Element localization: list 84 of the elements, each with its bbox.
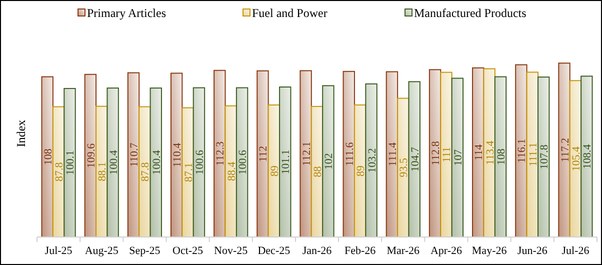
data-label: 103.2 bbox=[366, 148, 378, 173]
data-label: 102 bbox=[323, 153, 336, 170]
bar bbox=[106, 88, 119, 238]
bar bbox=[408, 81, 420, 238]
data-label: 100.6 bbox=[194, 150, 206, 175]
data-label: 89 bbox=[355, 164, 368, 176]
bar bbox=[537, 76, 550, 238]
bar bbox=[192, 87, 206, 238]
bar bbox=[138, 106, 151, 238]
x-tick-label: Oct-25 bbox=[172, 244, 204, 257]
data-label: 111 bbox=[441, 146, 454, 163]
bar bbox=[526, 72, 538, 238]
data-label: 88.4 bbox=[226, 161, 238, 182]
data-label: 101.1 bbox=[280, 150, 292, 174]
x-tick-label: Jan-26 bbox=[302, 244, 332, 257]
data-label: 108 bbox=[496, 148, 508, 166]
data-label: 88.1 bbox=[96, 162, 109, 182]
legend-label: Primary Articles bbox=[87, 6, 166, 20]
data-label: 111.4 bbox=[386, 142, 399, 166]
data-label: 93.5 bbox=[398, 158, 410, 178]
bar bbox=[397, 98, 410, 238]
data-label: 100.6 bbox=[237, 150, 250, 175]
x-tick-label: Jul-25 bbox=[44, 244, 73, 257]
legend-label: Fuel and Power bbox=[252, 6, 328, 20]
data-label: 87.8 bbox=[54, 162, 66, 182]
data-label: 112.8 bbox=[430, 140, 442, 166]
bar bbox=[483, 68, 496, 238]
bar bbox=[558, 62, 570, 238]
x-tick-label: Dec-25 bbox=[258, 244, 291, 257]
x-tick-label: May-26 bbox=[472, 244, 508, 257]
data-label: 107 bbox=[452, 148, 464, 166]
bar bbox=[310, 106, 324, 238]
bar bbox=[322, 85, 334, 238]
data-label: 113.4 bbox=[484, 140, 496, 166]
data-label: 110.7 bbox=[128, 142, 140, 168]
data-label: 112.1 bbox=[300, 142, 313, 166]
data-label: 105.4 bbox=[570, 146, 582, 172]
x-tick-label: Mar-26 bbox=[386, 244, 420, 257]
bar bbox=[41, 76, 54, 238]
data-label: 110.4 bbox=[172, 142, 184, 168]
data-label: 112.3 bbox=[214, 141, 227, 166]
data-label: 100.4 bbox=[150, 150, 163, 175]
data-label: 108 bbox=[42, 148, 54, 166]
x-tick-label: Aug-25 bbox=[84, 244, 119, 257]
bar bbox=[256, 70, 269, 238]
bar bbox=[451, 78, 464, 238]
x-tick-label: Feb-26 bbox=[344, 244, 376, 257]
data-label: 108.4 bbox=[582, 144, 594, 169]
data-label: 117.2 bbox=[559, 138, 572, 162]
data-label: 116.1 bbox=[516, 138, 528, 164]
bar bbox=[300, 70, 312, 238]
data-label: 87.8 bbox=[140, 162, 152, 182]
x-tick-label: Nov-25 bbox=[214, 244, 248, 257]
bar bbox=[64, 88, 76, 238]
bar bbox=[224, 105, 237, 238]
data-label: 111.6 bbox=[344, 142, 356, 166]
data-label: 100.1 bbox=[64, 150, 77, 176]
bar bbox=[494, 76, 507, 238]
bar bbox=[354, 104, 366, 238]
data-label: 109.6 bbox=[85, 142, 98, 168]
data-label: 107.8 bbox=[538, 144, 551, 170]
x-tick-label: Jul-26 bbox=[562, 244, 590, 257]
data-label: 104.7 bbox=[409, 146, 422, 172]
data-label: 114 bbox=[473, 144, 486, 160]
data-label: 111.1 bbox=[527, 142, 540, 167]
legend-label: Manufactured Products bbox=[414, 6, 527, 20]
bar bbox=[236, 87, 248, 238]
bar bbox=[279, 86, 292, 238]
y-axis-title: Index bbox=[14, 120, 28, 148]
x-tick-label: Sep-25 bbox=[129, 244, 161, 257]
bar bbox=[440, 72, 452, 238]
bar bbox=[268, 104, 280, 238]
data-label: 89 bbox=[268, 164, 281, 176]
data-label: 112 bbox=[258, 146, 270, 162]
x-tick-label: Apr-26 bbox=[430, 244, 462, 257]
bar bbox=[365, 83, 378, 238]
data-label: 87.1 bbox=[182, 162, 195, 182]
bar bbox=[515, 64, 528, 238]
data-label: 100.4 bbox=[108, 150, 120, 175]
bar bbox=[580, 76, 593, 238]
bar bbox=[150, 88, 162, 238]
bar bbox=[182, 107, 194, 238]
data-label: 88 bbox=[312, 166, 324, 178]
x-tick-label: Jun-26 bbox=[517, 244, 548, 257]
